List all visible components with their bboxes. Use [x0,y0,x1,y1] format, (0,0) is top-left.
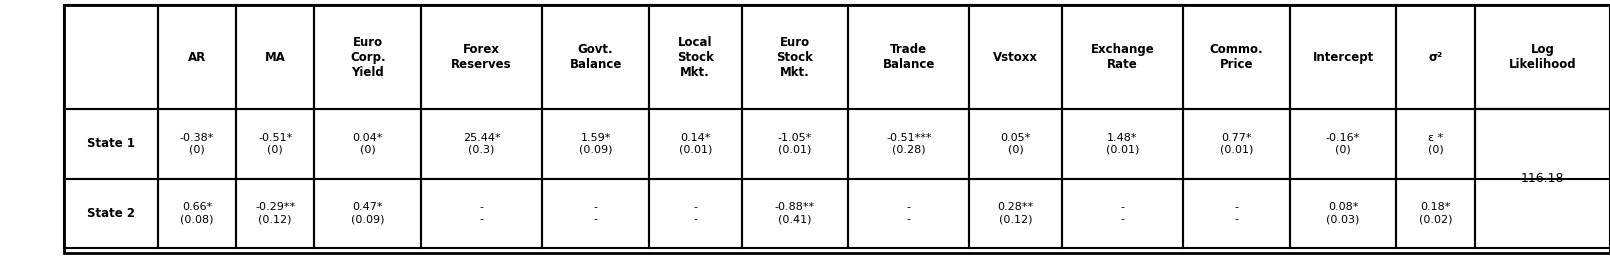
Text: 0.47*
(0.09): 0.47* (0.09) [351,203,385,224]
Text: -
-: - - [1235,203,1238,224]
Bar [1290,179,1396,248]
Text: Commo.
Price: Commo. Price [1209,43,1264,71]
Bar [1290,109,1396,179]
Bar [649,5,742,109]
Bar [543,179,649,248]
Text: -
-: - - [594,203,597,224]
Text: 0.08*
(0.03): 0.08* (0.03) [1327,203,1360,224]
Text: 0.04*
(0): 0.04* (0) [353,133,383,155]
Text: 0.77*
(0.01): 0.77* (0.01) [1220,133,1253,155]
Text: 25.44*
(0.3): 25.44* (0.3) [462,133,501,155]
Bar [1396,109,1475,179]
Text: Forex
Reserves: Forex Reserves [451,43,512,71]
Bar [158,109,237,179]
Text: State 2: State 2 [87,207,135,220]
Bar [1475,109,1610,248]
Text: σ²: σ² [1428,51,1443,64]
Bar [1396,5,1475,109]
Bar [64,109,158,179]
Bar [314,5,422,109]
Bar [422,5,543,109]
Bar [969,5,1063,109]
Bar [1063,5,1183,109]
Text: Vstoxx: Vstoxx [993,51,1038,64]
Bar [314,109,422,179]
Bar [969,109,1063,179]
Text: ε *
(0): ε * (0) [1428,133,1444,155]
Bar [742,179,848,248]
Text: Exchange
Rate: Exchange Rate [1090,43,1154,71]
Bar [314,179,422,248]
Bar [422,179,543,248]
Bar [848,179,969,248]
Text: 0.18*
(0.02): 0.18* (0.02) [1418,203,1452,224]
Bar [237,5,314,109]
Bar [742,5,848,109]
Bar [64,5,158,109]
Text: Euro
Corp.
Yield: Euro Corp. Yield [349,36,385,79]
Bar [1183,179,1290,248]
Bar [649,109,742,179]
Text: Intercept: Intercept [1312,51,1373,64]
Text: -
-: - - [694,203,697,224]
Text: -0.29**
(0.12): -0.29** (0.12) [254,203,295,224]
Bar [1475,5,1610,109]
Text: -0.38*
(0): -0.38* (0) [180,133,214,155]
Text: -
-: - - [906,203,911,224]
Text: -0.51*
(0): -0.51* (0) [258,133,293,155]
Bar [1290,5,1396,109]
Text: 0.14*
(0.01): 0.14* (0.01) [678,133,712,155]
Bar [64,179,158,248]
Text: Log
Likelihood: Log Likelihood [1509,43,1576,71]
Text: Euro
Stock
Mkt.: Euro Stock Mkt. [776,36,813,79]
Bar [1063,179,1183,248]
Text: Trade
Balance: Trade Balance [882,43,935,71]
Bar [1475,109,1610,179]
Text: 0.05*
(0): 0.05* (0) [1000,133,1030,155]
Text: Local
Stock
Mkt.: Local Stock Mkt. [676,36,713,79]
Text: -0.51***
(0.28): -0.51*** (0.28) [886,133,932,155]
Text: -
-: - - [1121,203,1124,224]
Bar [1063,109,1183,179]
Bar [1396,179,1475,248]
Text: -0.16*
(0): -0.16* (0) [1327,133,1360,155]
Bar [742,109,848,179]
Bar [237,179,314,248]
Text: -0.88**
(0.41): -0.88** (0.41) [774,203,815,224]
Text: -1.05*
(0.01): -1.05* (0.01) [778,133,811,155]
Text: AR: AR [188,51,206,64]
Bar [422,109,543,179]
Text: -
-: - - [480,203,483,224]
Bar [158,5,237,109]
Text: 1.59*
(0.09): 1.59* (0.09) [580,133,612,155]
Bar [848,5,969,109]
Text: 0.66*
(0.08): 0.66* (0.08) [180,203,214,224]
Bar [969,179,1063,248]
Bar [158,179,237,248]
Text: State 1: State 1 [87,137,135,150]
Bar [649,179,742,248]
Bar [1183,109,1290,179]
Text: 116.18: 116.18 [1520,172,1565,185]
Text: 1.48*
(0.01): 1.48* (0.01) [1106,133,1138,155]
Bar [848,109,969,179]
Bar [1183,5,1290,109]
Bar [543,5,649,109]
Text: 0.28**
(0.12): 0.28** (0.12) [998,203,1034,224]
Bar [237,109,314,179]
Text: MA: MA [264,51,285,64]
Text: Govt.
Balance: Govt. Balance [570,43,621,71]
Bar [543,109,649,179]
